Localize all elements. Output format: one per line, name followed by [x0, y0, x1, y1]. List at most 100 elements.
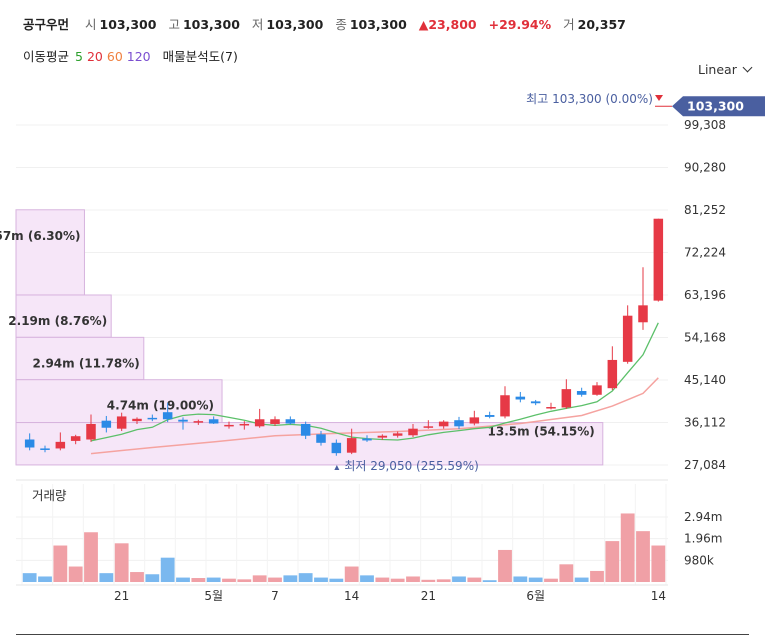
- candle-body: [208, 419, 219, 424]
- stock-name: 공구우먼: [23, 17, 70, 32]
- candle-body: [70, 436, 81, 441]
- low-label: 저: [251, 17, 264, 32]
- price-tick-label: 27,084: [684, 458, 726, 472]
- volume-bar: [114, 543, 129, 582]
- ma-legend-label[interactable]: 이동평균: [23, 49, 70, 64]
- x-tick-label: 5월: [204, 589, 223, 603]
- candle-body: [178, 419, 188, 422]
- x-tick-label: 21: [421, 589, 436, 603]
- volume-bar: [482, 580, 497, 582]
- candle-body: [484, 415, 495, 417]
- volume-bar: [191, 578, 206, 582]
- volume-bar: [237, 579, 252, 582]
- candle-body: [193, 421, 204, 423]
- candle-body: [392, 433, 403, 436]
- volume-profile-bar: [15, 209, 85, 296]
- candle-body: [101, 420, 112, 428]
- candle-body: [254, 419, 265, 427]
- current-price-label: 103,300: [687, 99, 744, 114]
- volume-bar: [329, 578, 344, 582]
- volume-bar: [84, 532, 98, 582]
- scale-mode-label: Linear: [698, 62, 737, 77]
- candle-body: [622, 315, 633, 362]
- x-tick-label: 21: [114, 589, 129, 603]
- volume-bar: [467, 577, 482, 582]
- volume-bar: [53, 545, 68, 582]
- volume-profile-label: 13.5m (54.15%): [488, 425, 595, 439]
- x-tick-label: 14: [344, 589, 359, 603]
- current-price-tag: [672, 96, 765, 117]
- candle-body: [270, 419, 280, 424]
- volume-bar: [528, 577, 543, 582]
- volume-label: 거: [563, 17, 575, 32]
- candle-body: [362, 438, 372, 441]
- candle-body: [239, 423, 250, 426]
- volume-profile-label: 1.57m (6.30%): [0, 229, 80, 243]
- high-annotation: 최고 103,300 (0.00%): [526, 92, 653, 106]
- price-tick-label: 54,168: [684, 331, 726, 345]
- volume-bar: [406, 576, 420, 582]
- candle-body: [86, 423, 96, 440]
- volume-tick-label: 2.94m: [684, 510, 722, 524]
- ma20-line: [90, 377, 659, 455]
- volume-value: 20,357: [577, 17, 626, 32]
- open-value: 103,300: [99, 17, 157, 32]
- x-tick-label: 14: [651, 589, 666, 603]
- ma5-legend[interactable]: 5: [75, 49, 83, 64]
- high-value: 103,300: [182, 17, 240, 32]
- candle-body: [55, 441, 66, 449]
- high-label: 고: [168, 17, 180, 32]
- volume-bar: [268, 577, 282, 582]
- candle-body: [469, 417, 480, 424]
- ma-legend: 이동평균 5 20 60 120 매물분석도(7): [23, 46, 244, 65]
- low-annotation: 최저 29,050 (255.59%): [344, 459, 478, 473]
- volume-profile-label: 4.74m (19.00%): [107, 399, 214, 413]
- candle-body: [132, 418, 142, 422]
- candle-body: [500, 395, 510, 417]
- candle-body: [224, 424, 234, 427]
- volume-bar: [176, 577, 190, 582]
- volume-bar: [605, 541, 620, 582]
- volume-bar: [559, 564, 574, 582]
- open-label: 시: [85, 17, 97, 32]
- volume-profile-label: 2.94m (11.78%): [33, 356, 140, 370]
- volume-bar: [22, 573, 37, 582]
- ma5-line: [90, 322, 659, 442]
- candle-body: [438, 421, 449, 427]
- candle-body: [546, 407, 556, 409]
- volume-bar: [498, 549, 512, 582]
- volume-bar: [130, 572, 144, 582]
- volume-profile-toggle[interactable]: 매물분석도(7): [162, 49, 238, 64]
- ma20-legend[interactable]: 20: [86, 49, 103, 64]
- price-tick-label: 99,308: [684, 118, 726, 132]
- candle-body: [515, 396, 526, 400]
- volume-profile-bar: [15, 294, 112, 338]
- candle-body: [423, 426, 434, 428]
- volume-bar: [68, 566, 83, 582]
- candle-body: [638, 305, 648, 323]
- volume-bar: [636, 531, 650, 582]
- volume-bar: [620, 513, 635, 582]
- volume-tick-label: 1.96m: [684, 532, 722, 546]
- volume-bar: [436, 579, 451, 582]
- volume-bar: [574, 577, 589, 582]
- candle-body: [331, 442, 342, 454]
- ma60-legend[interactable]: 60: [106, 49, 123, 64]
- candle-body: [162, 412, 173, 420]
- volume-bar: [38, 576, 52, 582]
- price-header: 공구우먼 시 103,300 고 103,300 저 103,300 종 103,300…: [23, 14, 634, 33]
- close-label: 종: [335, 17, 347, 32]
- price-tick-label: 36,112: [684, 416, 726, 430]
- volume-bar: [252, 575, 267, 582]
- ma120-legend[interactable]: 120: [126, 49, 151, 64]
- volume-bar: [298, 573, 313, 582]
- candle-body: [530, 401, 541, 404]
- scale-dropdown[interactable]: Linear: [698, 62, 753, 77]
- volume-bar: [206, 577, 221, 582]
- volume-bar: [99, 573, 114, 582]
- change-value: ▲23,800: [418, 17, 477, 32]
- candle-body: [147, 417, 158, 420]
- price-tick-label: 81,252: [684, 203, 726, 217]
- high-marker-icon: [655, 95, 663, 101]
